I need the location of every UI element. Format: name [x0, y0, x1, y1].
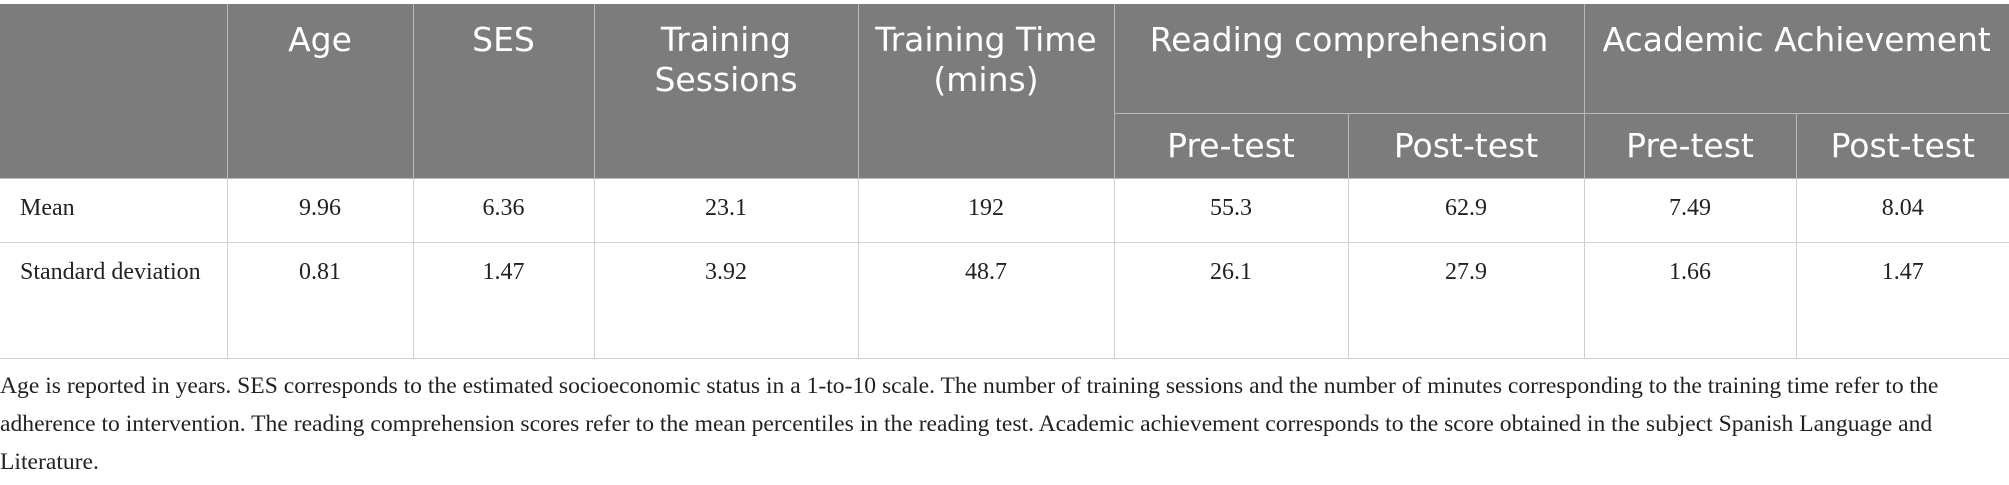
cell-academic-post-test: 8.04 — [1795, 178, 2009, 243]
header-training-time: Training Time (mins) — [857, 4, 1114, 179]
cell-age: 9.96 — [226, 178, 413, 243]
header-reading-pre-test: Pre-test — [1113, 113, 1348, 179]
header-academic-post-test: Post-test — [1795, 113, 2009, 179]
row-label: Mean — [0, 178, 227, 243]
cell-academic-pre-test: 1.66 — [1583, 242, 1796, 359]
header-row-sub: Pre-test Post-test Pre-test Post-test — [0, 113, 2009, 179]
cell-training-time: 192 — [857, 178, 1114, 243]
header-age: Age — [226, 4, 413, 179]
cell-training-time: 48.7 — [857, 242, 1114, 359]
table-row-standard-deviation: Standard deviation 0.81 1.47 3.92 48.7 2… — [0, 242, 2009, 359]
cell-age: 0.81 — [226, 242, 413, 359]
cell-reading-post-test: 62.9 — [1347, 178, 1584, 243]
header-academic-pre-test: Pre-test — [1583, 113, 1796, 179]
table-footnote: Age is reported in years. SES correspond… — [0, 373, 1939, 475]
cell-reading-pre-test: 26.1 — [1113, 242, 1348, 359]
header-academic-achievement: Academic Achievement — [1583, 4, 2009, 114]
header-blank-cell — [0, 4, 227, 179]
cell-ses: 6.36 — [412, 178, 594, 243]
descriptive-statistics-table-container: Age SES Training Sessions Training Time … — [0, 4, 2009, 359]
header-reading-post-test: Post-test — [1347, 113, 1584, 179]
cell-academic-post-test: 1.47 — [1795, 242, 2009, 359]
cell-reading-post-test: 27.9 — [1347, 242, 1584, 359]
cell-reading-pre-test: 55.3 — [1113, 178, 1348, 243]
header-training-sessions: Training Sessions — [593, 4, 858, 179]
cell-training-sessions: 3.92 — [593, 242, 858, 359]
row-label: Standard deviation — [0, 242, 227, 359]
header-row-top: Age SES Training Sessions Training Time … — [0, 4, 2009, 179]
header-ses: SES — [412, 4, 594, 179]
cell-ses: 1.47 — [412, 242, 594, 359]
cell-academic-pre-test: 7.49 — [1583, 178, 1796, 243]
table-row-mean: Mean 9.96 6.36 23.1 192 55.3 62.9 7.49 8… — [0, 178, 2009, 243]
cell-training-sessions: 23.1 — [593, 178, 858, 243]
descriptive-statistics-table: Age SES Training Sessions Training Time … — [0, 4, 2009, 359]
header-reading-comprehension: Reading comprehension — [1113, 4, 1584, 114]
